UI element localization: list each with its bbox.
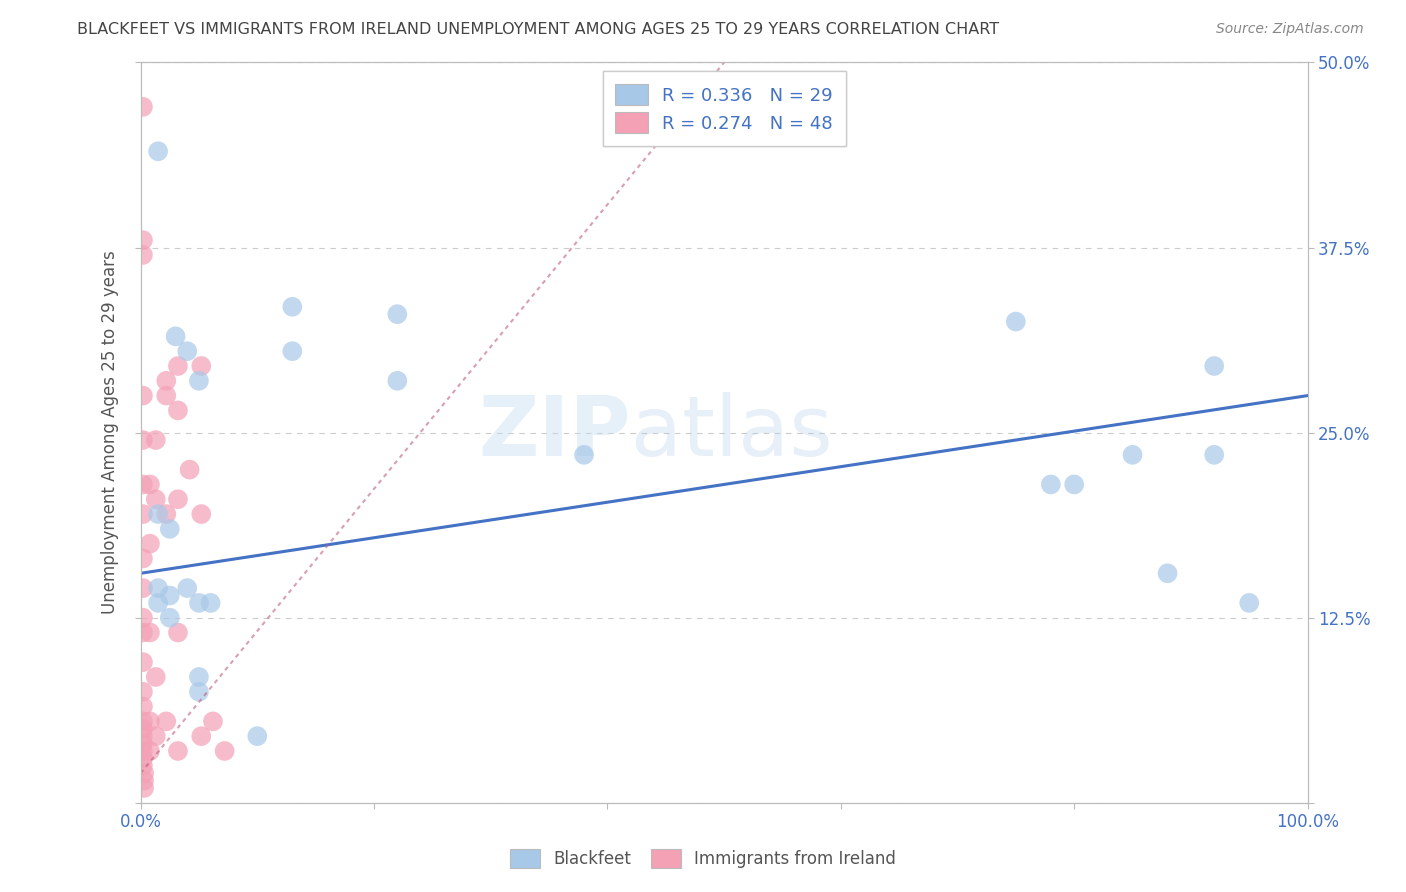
Point: [132, 780, 155, 795]
Point: [132, 433, 155, 447]
Point: [387, 307, 409, 321]
Legend: Blackfeet, Immigrants from Ireland: Blackfeet, Immigrants from Ireland: [503, 842, 903, 875]
Text: BLACKFEET VS IMMIGRANTS FROM IRELAND UNEMPLOYMENT AMONG AGES 25 TO 29 YEARS CORR: BLACKFEET VS IMMIGRANTS FROM IRELAND UNE…: [77, 22, 1000, 37]
Point: [1204, 359, 1226, 373]
Point: [132, 766, 155, 780]
Point: [155, 507, 177, 521]
Point: [201, 714, 224, 729]
Point: [165, 329, 187, 343]
Text: Source: ZipAtlas.com: Source: ZipAtlas.com: [1216, 22, 1364, 37]
Point: [190, 507, 212, 521]
Point: [155, 388, 177, 402]
Point: [190, 729, 212, 743]
Point: [190, 359, 212, 373]
Point: [145, 670, 167, 684]
Point: [1239, 596, 1261, 610]
Point: [188, 685, 211, 699]
Point: [132, 758, 155, 772]
Point: [146, 507, 169, 521]
Point: [132, 551, 155, 566]
Point: [132, 507, 155, 521]
Point: [132, 477, 155, 491]
Point: [132, 233, 155, 247]
Point: [132, 388, 155, 402]
Point: [281, 300, 304, 314]
Point: [281, 344, 304, 359]
Point: [146, 596, 169, 610]
Point: [146, 145, 169, 159]
Point: [1156, 566, 1178, 581]
Point: [145, 492, 167, 507]
Point: [387, 374, 409, 388]
Text: ZIP: ZIP: [478, 392, 631, 473]
Point: [1039, 477, 1062, 491]
Point: [132, 729, 155, 743]
Point: [132, 610, 155, 624]
Y-axis label: Unemployment Among Ages 25 to 29 years: Unemployment Among Ages 25 to 29 years: [101, 251, 120, 615]
Point: [1005, 314, 1028, 328]
Point: [572, 448, 595, 462]
Point: [167, 744, 190, 758]
Point: [167, 625, 190, 640]
Legend: R = 0.336   N = 29, R = 0.274   N = 48: R = 0.336 N = 29, R = 0.274 N = 48: [603, 71, 845, 145]
Point: [179, 462, 201, 476]
Point: [188, 596, 211, 610]
Point: [132, 722, 155, 736]
Point: [155, 374, 177, 388]
Point: [132, 699, 155, 714]
Point: [132, 625, 155, 640]
Point: [200, 596, 222, 610]
Point: [139, 477, 162, 491]
Point: [1063, 477, 1085, 491]
Point: [214, 744, 236, 758]
Point: [159, 610, 181, 624]
Point: [155, 714, 177, 729]
Point: [176, 344, 198, 359]
Point: [188, 670, 211, 684]
Point: [159, 522, 181, 536]
Point: [132, 100, 155, 114]
Point: [139, 625, 162, 640]
Point: [246, 729, 269, 743]
Point: [145, 433, 167, 447]
Point: [145, 729, 167, 743]
Point: [132, 685, 155, 699]
Point: [132, 581, 155, 595]
Point: [1204, 448, 1226, 462]
Point: [176, 581, 198, 595]
Point: [167, 492, 190, 507]
Text: atlas: atlas: [631, 392, 832, 473]
Point: [132, 751, 155, 765]
Point: [146, 581, 169, 595]
Point: [132, 773, 155, 788]
Point: [132, 744, 155, 758]
Point: [159, 589, 181, 603]
Point: [139, 536, 162, 550]
Point: [1122, 448, 1144, 462]
Point: [132, 248, 155, 262]
Point: [167, 403, 190, 417]
Point: [139, 744, 162, 758]
Point: [132, 737, 155, 751]
Point: [167, 359, 190, 373]
Point: [132, 714, 155, 729]
Point: [139, 714, 162, 729]
Point: [188, 374, 211, 388]
Point: [132, 655, 155, 669]
